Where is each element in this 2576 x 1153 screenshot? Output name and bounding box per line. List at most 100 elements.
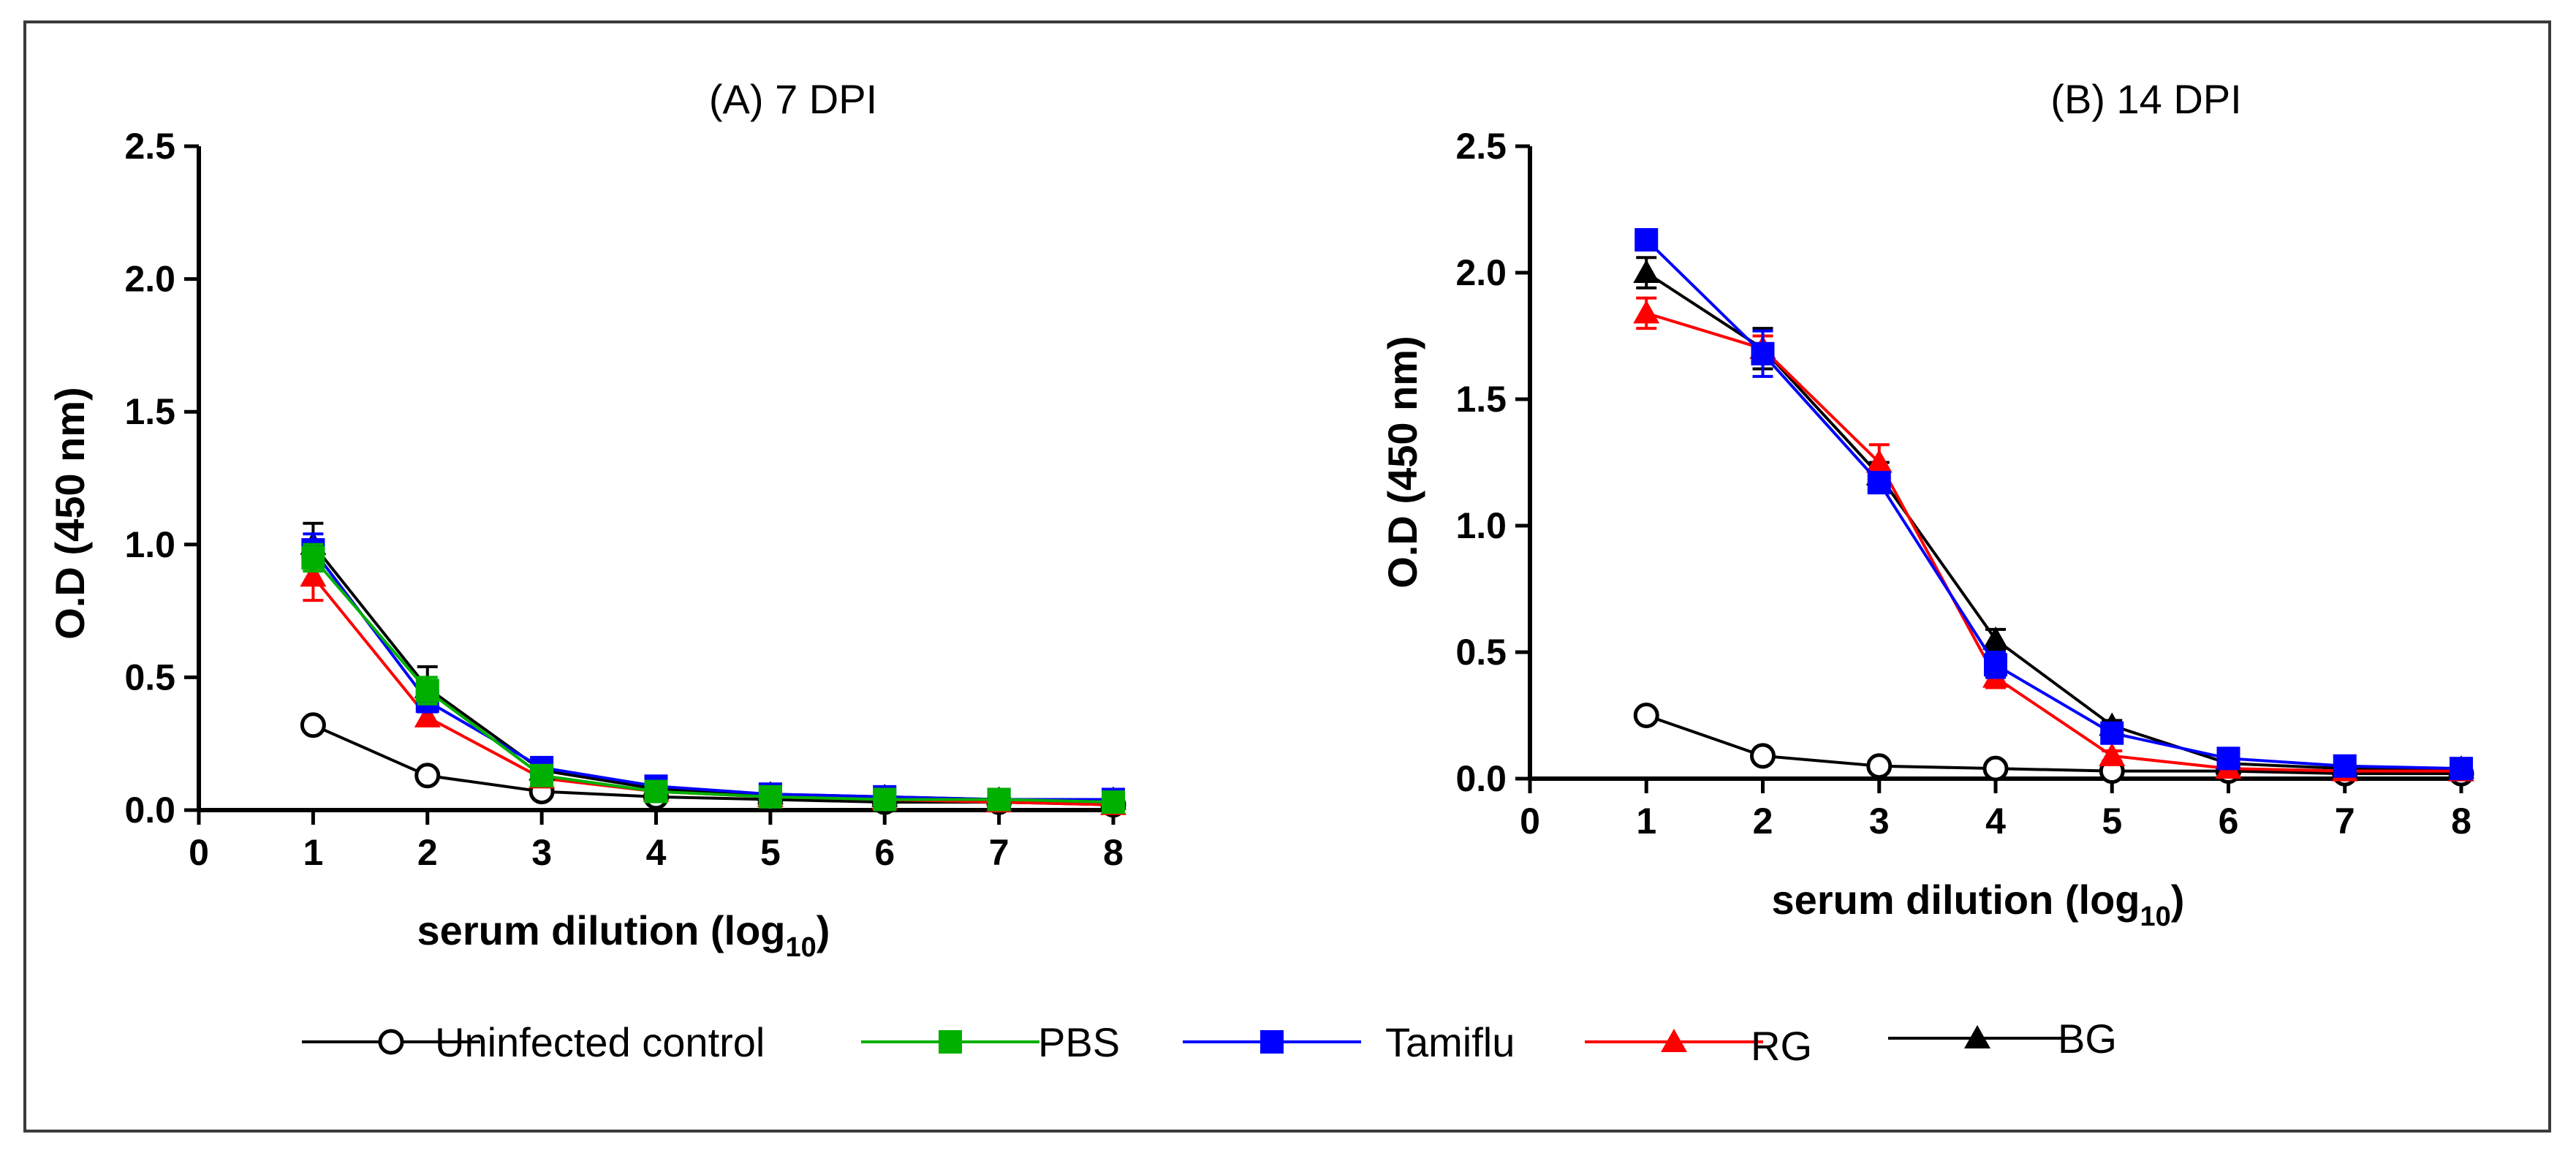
panel-a-x-tick-label: 8 (1103, 832, 1124, 873)
panel-b-x-tick-label: 3 (1869, 801, 1890, 842)
legend-item-tamiflu: Tamiflu (1183, 1019, 1515, 1065)
legend-item-bg: BG (1888, 1016, 2117, 1062)
panel-b-title: (B) 14 DPI (2050, 76, 2241, 122)
panel-b-x-axis-label: serum dilution (log10) (1772, 877, 2185, 932)
panel-b-point-tamiflu (2216, 746, 2240, 771)
panel-b-point-bg (1633, 260, 1660, 283)
panel-b-x-tick-label: 2 (1753, 801, 1773, 842)
legend: Uninfected control PBS Tamiflu RG BG (302, 1016, 2117, 1069)
panel-b-line-rg (1645, 311, 2461, 773)
panel-b-line-tamiflu (1645, 238, 2462, 771)
panel-b-y-tick-label: 2.5 (1455, 126, 1507, 167)
legend-symbol-tamiflu (1183, 1030, 1361, 1054)
panel-a-point-pbs (987, 787, 1011, 812)
panel-a-point-uninfected (300, 712, 326, 738)
panel-a-axes: 0.0 0.5 1.0 1.5 2.0 2.5 0 1 2 3 4 5 6 7 8 (124, 126, 1123, 873)
panel-b-series-tamiflu (1634, 228, 2473, 781)
panel-b-y-tick-label: 1.5 (1455, 379, 1507, 420)
panel-b-point-uninfected (1633, 703, 1659, 728)
panel-a-series-pbs (301, 543, 1125, 814)
panel-b-point-rg (1633, 300, 1660, 324)
panel-b-line-uninfected (1645, 714, 2461, 776)
panel-a-y-tick-label: 0.5 (124, 657, 175, 698)
panel-a-marks (300, 521, 1126, 818)
panel-b-line-bg (1645, 271, 2461, 771)
panel-a-y-tick-label: 1.5 (124, 391, 175, 432)
panel-a-line-pbs (311, 556, 1114, 804)
legend-marker-uninfected (378, 1029, 404, 1055)
panel-b-y-tick-label: 0.5 (1455, 632, 1507, 673)
panel-b-y-tick-label: 2.0 (1455, 252, 1507, 293)
legend-symbol-bg (1888, 1025, 2067, 1048)
panel-a-y-tick-label: 2.0 (124, 259, 175, 300)
panel-b-y-axis-label: O.D (450 nm) (1379, 336, 1425, 588)
panel-a-point-pbs (415, 678, 439, 703)
panel-a-x-tick-label: 2 (417, 832, 438, 873)
legend-marker-bg (1964, 1025, 1990, 1048)
panel-a-point-pbs (873, 787, 897, 812)
panel-a-y-tick-label: 0.0 (124, 790, 175, 831)
panel-a-y-axis-label: O.D (450 nm) (47, 387, 93, 639)
panel-b-point-tamiflu (2100, 721, 2124, 745)
panel-b-x-tick-label: 8 (2451, 801, 2471, 842)
legend-label-pbs: PBS (1038, 1019, 1120, 1065)
panel-a-x-tick-label: 0 (189, 832, 209, 873)
panel-b-x-tick-label: 5 (2102, 801, 2122, 842)
panel-b-point-tamiflu (2450, 757, 2473, 781)
panel-b-point-bg (1982, 626, 2009, 650)
panel-a-y-tick-label: 2.5 (124, 126, 175, 167)
legend-label-rg: RG (1751, 1023, 1812, 1069)
figure-border (23, 20, 2551, 1133)
legend-symbol-uninfected (302, 1029, 480, 1055)
panel-b-point-tamiflu (2333, 754, 2357, 778)
panel-b-point-uninfected (1982, 755, 2009, 782)
panel-b-point-tamiflu (1751, 341, 1775, 366)
svg-text:O.D (450 nm): O.D (450 nm) (47, 387, 93, 639)
panel-a-y-tick-label: 1.0 (124, 524, 175, 565)
legend-label-uninfected: Uninfected control (435, 1019, 765, 1065)
panel-b-x-tick-label: 4 (1985, 801, 2006, 842)
panel-a-x-tick-label: 4 (646, 832, 667, 873)
panel-b-y-tick-label: 0.0 (1455, 758, 1507, 799)
legend-label-tamiflu: Tamiflu (1385, 1019, 1515, 1065)
panel-a-x-tick-label: 1 (303, 832, 323, 873)
panel-b-point-tamiflu (1867, 471, 1891, 495)
legend-marker-pbs (939, 1030, 962, 1054)
panel-b-point-tamiflu (1984, 653, 2007, 677)
panel-b-x-tick-label: 7 (2335, 801, 2355, 842)
panel-a-point-rg (300, 563, 327, 587)
panel-b-point-uninfected (1866, 753, 1893, 779)
legend-symbol-pbs (861, 1030, 1039, 1054)
legend-marker-tamiflu (1260, 1030, 1284, 1054)
panel-a-point-pbs (644, 779, 668, 804)
panel-a-point-pbs (1102, 790, 1125, 814)
panel-a-x-axis-label: serum dilution (log10) (417, 907, 830, 963)
panel-a: (A) 7 DPI O.D (450 nm) serum dilution (l… (47, 76, 1126, 963)
panel-b-x-tick-label: 1 (1636, 801, 1656, 842)
legend-item-uninfected: Uninfected control (302, 1019, 765, 1065)
panel-a-x-tick-label: 3 (531, 832, 552, 873)
panel-b: (B) 14 DPI O.D (450 nm) serum dilution (… (1379, 76, 2474, 932)
panel-b-x-tick-label: 0 (1520, 801, 1540, 842)
svg-text:O.D (450 nm): O.D (450 nm) (1379, 336, 1425, 588)
panel-b-point-tamiflu (1634, 228, 1659, 252)
panel-a-point-uninfected (414, 763, 441, 789)
panel-b-point-rg (2099, 742, 2126, 766)
legend-marker-rg (1661, 1029, 1687, 1052)
panel-a-x-tick-label: 6 (874, 832, 895, 873)
panel-a-point-pbs (301, 545, 325, 570)
panel-a-x-tick-label: 7 (989, 832, 1009, 873)
legend-label-bg: BG (2058, 1016, 2117, 1062)
legend-item-pbs: PBS (861, 1019, 1120, 1065)
panel-a-point-rg (414, 703, 441, 727)
panel-b-x-tick-label: 6 (2219, 801, 2239, 842)
panel-a-x-tick-label: 5 (760, 832, 781, 873)
panel-b-y-tick-label: 1.0 (1455, 505, 1507, 546)
panel-a-title: (A) 7 DPI (709, 76, 877, 122)
panel-a-point-pbs (758, 785, 782, 809)
panel-b-point-uninfected (1750, 743, 1776, 769)
legend-item-rg: RG (1585, 1023, 1812, 1069)
panel-b-point-rg (1865, 449, 1893, 473)
legend-symbol-rg (1585, 1029, 1763, 1052)
